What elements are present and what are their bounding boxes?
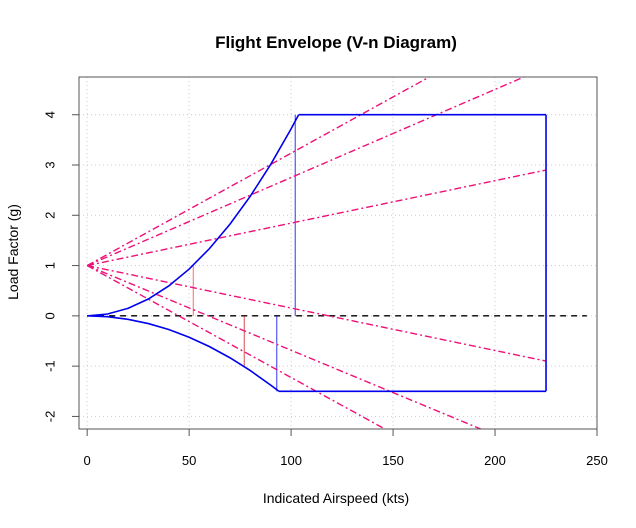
y-tick-label: 2 [42, 212, 57, 219]
grid-lines [79, 77, 598, 429]
gust-line-negative-low [87, 264, 547, 362]
gust-line-positive-low [87, 169, 547, 267]
y-tick-label: 1 [42, 262, 57, 269]
gust-line-negative-high [86, 264, 386, 429]
negative-stall-curve [87, 315, 280, 392]
y-axis-label: Load Factor (g) [5, 204, 21, 300]
x-axis: 0 50 100 150 200 250 [84, 429, 608, 468]
y-tick-label: 3 [42, 161, 57, 168]
y-tick-label: -2 [42, 411, 57, 423]
y-tick-label: 0 [42, 312, 57, 319]
series-layer [86, 77, 587, 429]
x-axis-label: Indicated Airspeed (kts) [263, 490, 409, 506]
positive-stall-curve [87, 114, 300, 317]
x-tick-label: 150 [382, 453, 404, 468]
gust-line-negative-mid [86, 264, 482, 429]
x-tick-label: 50 [182, 453, 196, 468]
plot-frame [78, 76, 598, 430]
x-tick-label: 200 [484, 453, 506, 468]
x-tick-label: 0 [84, 453, 91, 468]
gust-line-positive-mid [86, 77, 526, 267]
chart-title: Flight Envelope (V-n Diagram) [215, 33, 457, 52]
y-tick-label: 4 [42, 111, 57, 118]
y-tick-label: -1 [42, 360, 57, 372]
x-tick-label: 100 [280, 453, 302, 468]
x-tick-label: 250 [586, 453, 608, 468]
gust-line-positive-high [86, 77, 431, 267]
y-axis: -2 -1 0 1 2 3 4 [42, 111, 79, 422]
